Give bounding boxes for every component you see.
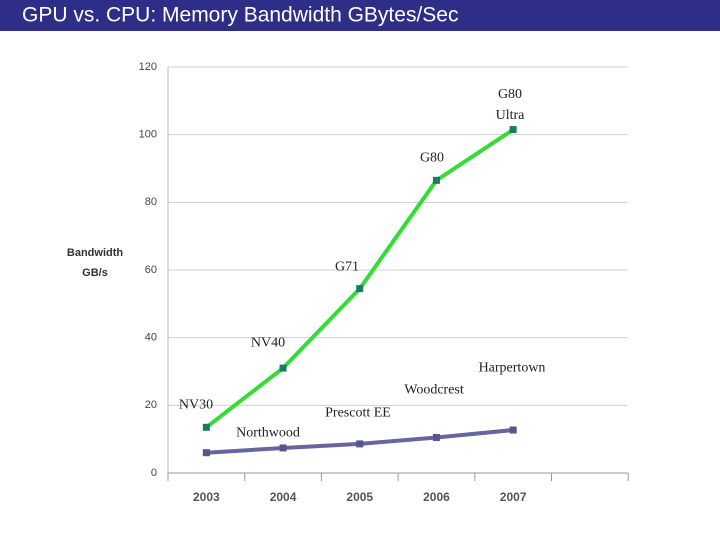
annotation: G80 Ultra xyxy=(495,87,525,123)
y-tick-label: 0 xyxy=(151,467,157,479)
y-tick-label: 120 xyxy=(139,61,157,73)
annotation: G80 xyxy=(419,150,445,166)
annotation: Prescott EE xyxy=(325,405,391,421)
point-marker xyxy=(279,364,287,372)
point-marker xyxy=(202,449,210,457)
point-marker xyxy=(432,176,440,184)
x-tick-label: 2004 xyxy=(270,490,297,504)
annotation: Woodcrest xyxy=(404,382,464,398)
y-tick-label: 80 xyxy=(145,196,157,208)
x-tick-label: 2003 xyxy=(193,490,220,504)
annotation: NV30 xyxy=(178,397,214,413)
annotation: NV40 xyxy=(250,335,286,351)
y-tick-label: 100 xyxy=(139,129,157,141)
x-tick-label: 2005 xyxy=(346,490,373,504)
x-tick-label: 2007 xyxy=(500,490,527,504)
annotation: Harpertown xyxy=(478,360,546,376)
series-line xyxy=(205,127,515,429)
annotation: Northwood xyxy=(236,425,300,441)
annotation: G71 xyxy=(334,259,360,275)
point-marker xyxy=(202,423,210,431)
x-tick-label: 2006 xyxy=(423,490,450,504)
point-marker xyxy=(509,126,517,134)
y-tick-label: 20 xyxy=(145,399,157,411)
point-marker xyxy=(279,444,287,452)
title-bar xyxy=(0,0,720,31)
chart-title: GPU vs. CPU: Memory Bandwidth GBytes/Sec xyxy=(22,4,458,27)
point-marker xyxy=(356,440,364,448)
point-marker xyxy=(509,426,517,434)
y-axis-label: Bandwidth GB/s xyxy=(66,247,124,279)
y-tick-label: 60 xyxy=(145,264,157,276)
point-marker xyxy=(432,433,440,441)
point-marker xyxy=(356,285,364,293)
y-tick-label: 40 xyxy=(145,332,157,344)
